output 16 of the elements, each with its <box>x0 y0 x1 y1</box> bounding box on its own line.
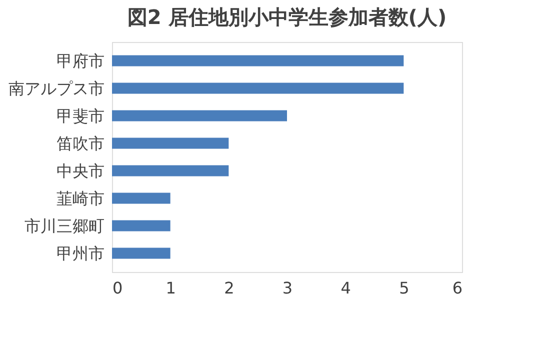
x-tick-label: 0 <box>112 278 123 298</box>
x-tick-label: 1 <box>166 278 176 298</box>
x-tick-label: 4 <box>340 278 351 298</box>
y-tick-label: 中央市 <box>56 161 104 180</box>
y-tick-label: 韮崎市 <box>56 188 104 208</box>
x-tick-label: 5 <box>399 278 410 298</box>
y-tick-label: 甲斐市 <box>56 106 104 126</box>
chart-title: 図2 居住地別小中学生参加者数(人) <box>127 5 447 29</box>
y-tick-label: 甲州市 <box>56 244 104 263</box>
x-tick-label: 3 <box>282 278 293 298</box>
y-tick-label: 市川三郷町 <box>24 216 104 236</box>
y-tick-label: 南アルプス市 <box>8 78 104 98</box>
y-tick-label: 笛吹市 <box>56 134 104 153</box>
x-tick-label: 6 <box>452 278 462 298</box>
y-tick-label: 甲府市 <box>56 51 104 70</box>
x-tick-label: 2 <box>224 278 234 298</box>
